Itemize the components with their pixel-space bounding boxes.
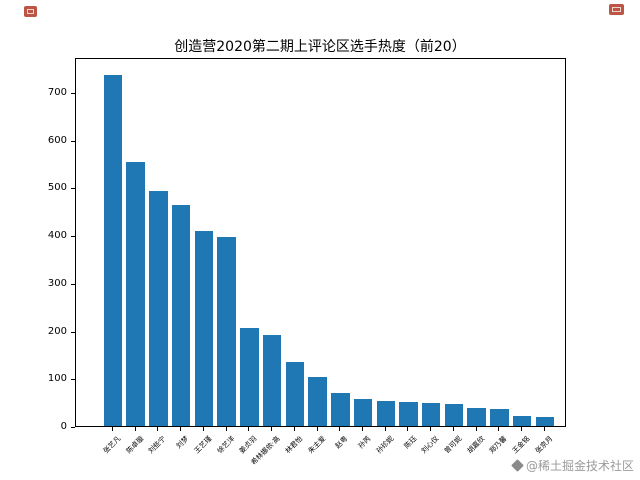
x-tick-mark [271, 427, 273, 431]
bar [149, 191, 168, 426]
x-tick-label: 孙芮 [356, 434, 373, 451]
y-tick-label: 100 [47, 373, 67, 385]
x-tick-mark [293, 427, 295, 431]
bar [512, 416, 532, 426]
y-tick-label: 600 [47, 134, 67, 146]
x-tick-mark [475, 427, 477, 431]
x-tick-label: 刘些宁 [147, 434, 168, 456]
x-tick-label: 曾可妮 [442, 434, 464, 456]
bar [240, 327, 259, 426]
x-tick-mark [112, 427, 113, 431]
x-tick-mark [180, 427, 182, 431]
x-tick-mark [384, 427, 386, 431]
x-tick-mark [157, 427, 159, 431]
bar [399, 401, 418, 426]
bar [331, 392, 350, 426]
y-tick-mark [71, 188, 75, 190]
x-tick-mark [452, 427, 454, 431]
x-tick-mark [407, 427, 409, 431]
x-tick-label: 张京月 [533, 434, 555, 456]
y-tick-mark [71, 92, 75, 94]
x-tick-label: 王金铭 [510, 434, 532, 456]
y-tick-mark [71, 331, 75, 333]
bar [535, 417, 555, 426]
x-tick-label: 陈珏 [402, 434, 418, 451]
x-tick-label: 张艺凡 [101, 434, 123, 456]
x-tick-mark [339, 427, 341, 431]
x-tick-label: 刘梦 [175, 434, 191, 451]
x-tick-label: 胡嘉欣 [465, 434, 487, 456]
watermark-text: @稀土掘金技术社区 [525, 459, 634, 473]
x-tick-mark [521, 427, 523, 431]
x-tick-label: 赵粤 [334, 434, 350, 451]
y-tick-mark [71, 427, 75, 428]
bar [444, 404, 464, 426]
bar [217, 236, 236, 426]
x-tick-label: 孙珍妮 [374, 434, 396, 456]
red-page-mark-left-icon [24, 6, 37, 17]
bar [376, 400, 395, 426]
x-tick-label: 徐艺洋 [215, 434, 237, 456]
y-tick-mark [71, 379, 75, 381]
plot-area [75, 58, 566, 427]
y-tick-label: 200 [47, 325, 67, 337]
juejin-logo-icon [511, 459, 524, 472]
x-tick-label: 林君怡 [283, 434, 305, 456]
y-tick-label: 300 [47, 277, 67, 289]
x-tick-mark [430, 427, 432, 431]
bar [103, 75, 123, 426]
x-tick-mark [543, 427, 545, 431]
x-tick-mark [225, 427, 227, 431]
bar [171, 205, 191, 426]
y-tick-mark [71, 236, 75, 238]
y-tick-label: 700 [47, 86, 67, 98]
bar [126, 162, 145, 426]
x-tick-label: 陈卓璇 [124, 434, 146, 456]
bar [262, 335, 282, 426]
x-tick-label: 郑乃馨 [488, 434, 509, 456]
bar [421, 403, 441, 426]
x-tick-mark [248, 427, 250, 431]
y-tick-label: 500 [47, 182, 67, 194]
bar [353, 399, 373, 426]
chart-title: 创造营2020第二期上评论区选手热度（前20） [174, 39, 466, 55]
y-tick-mark [71, 283, 75, 285]
y-tick-label: 400 [47, 230, 67, 242]
bar [467, 407, 486, 426]
watermark: @稀土掘金技术社区 [511, 457, 634, 474]
bar [285, 362, 305, 426]
y-tick-mark [71, 140, 75, 142]
y-tick-label: 0 [60, 421, 67, 432]
bar [490, 409, 509, 426]
bar [194, 231, 214, 426]
x-tick-label: 刘心仪 [420, 434, 441, 456]
x-tick-mark [134, 427, 136, 431]
bar [308, 376, 327, 426]
x-tick-mark [362, 427, 364, 431]
x-tick-mark [202, 427, 204, 431]
x-tick-mark [316, 427, 318, 431]
red-page-mark-right-icon [609, 4, 624, 15]
x-tick-label: 朱主爱 [306, 434, 327, 456]
x-tick-mark [498, 427, 500, 431]
x-tick-label: 王艺瑾 [192, 434, 214, 456]
